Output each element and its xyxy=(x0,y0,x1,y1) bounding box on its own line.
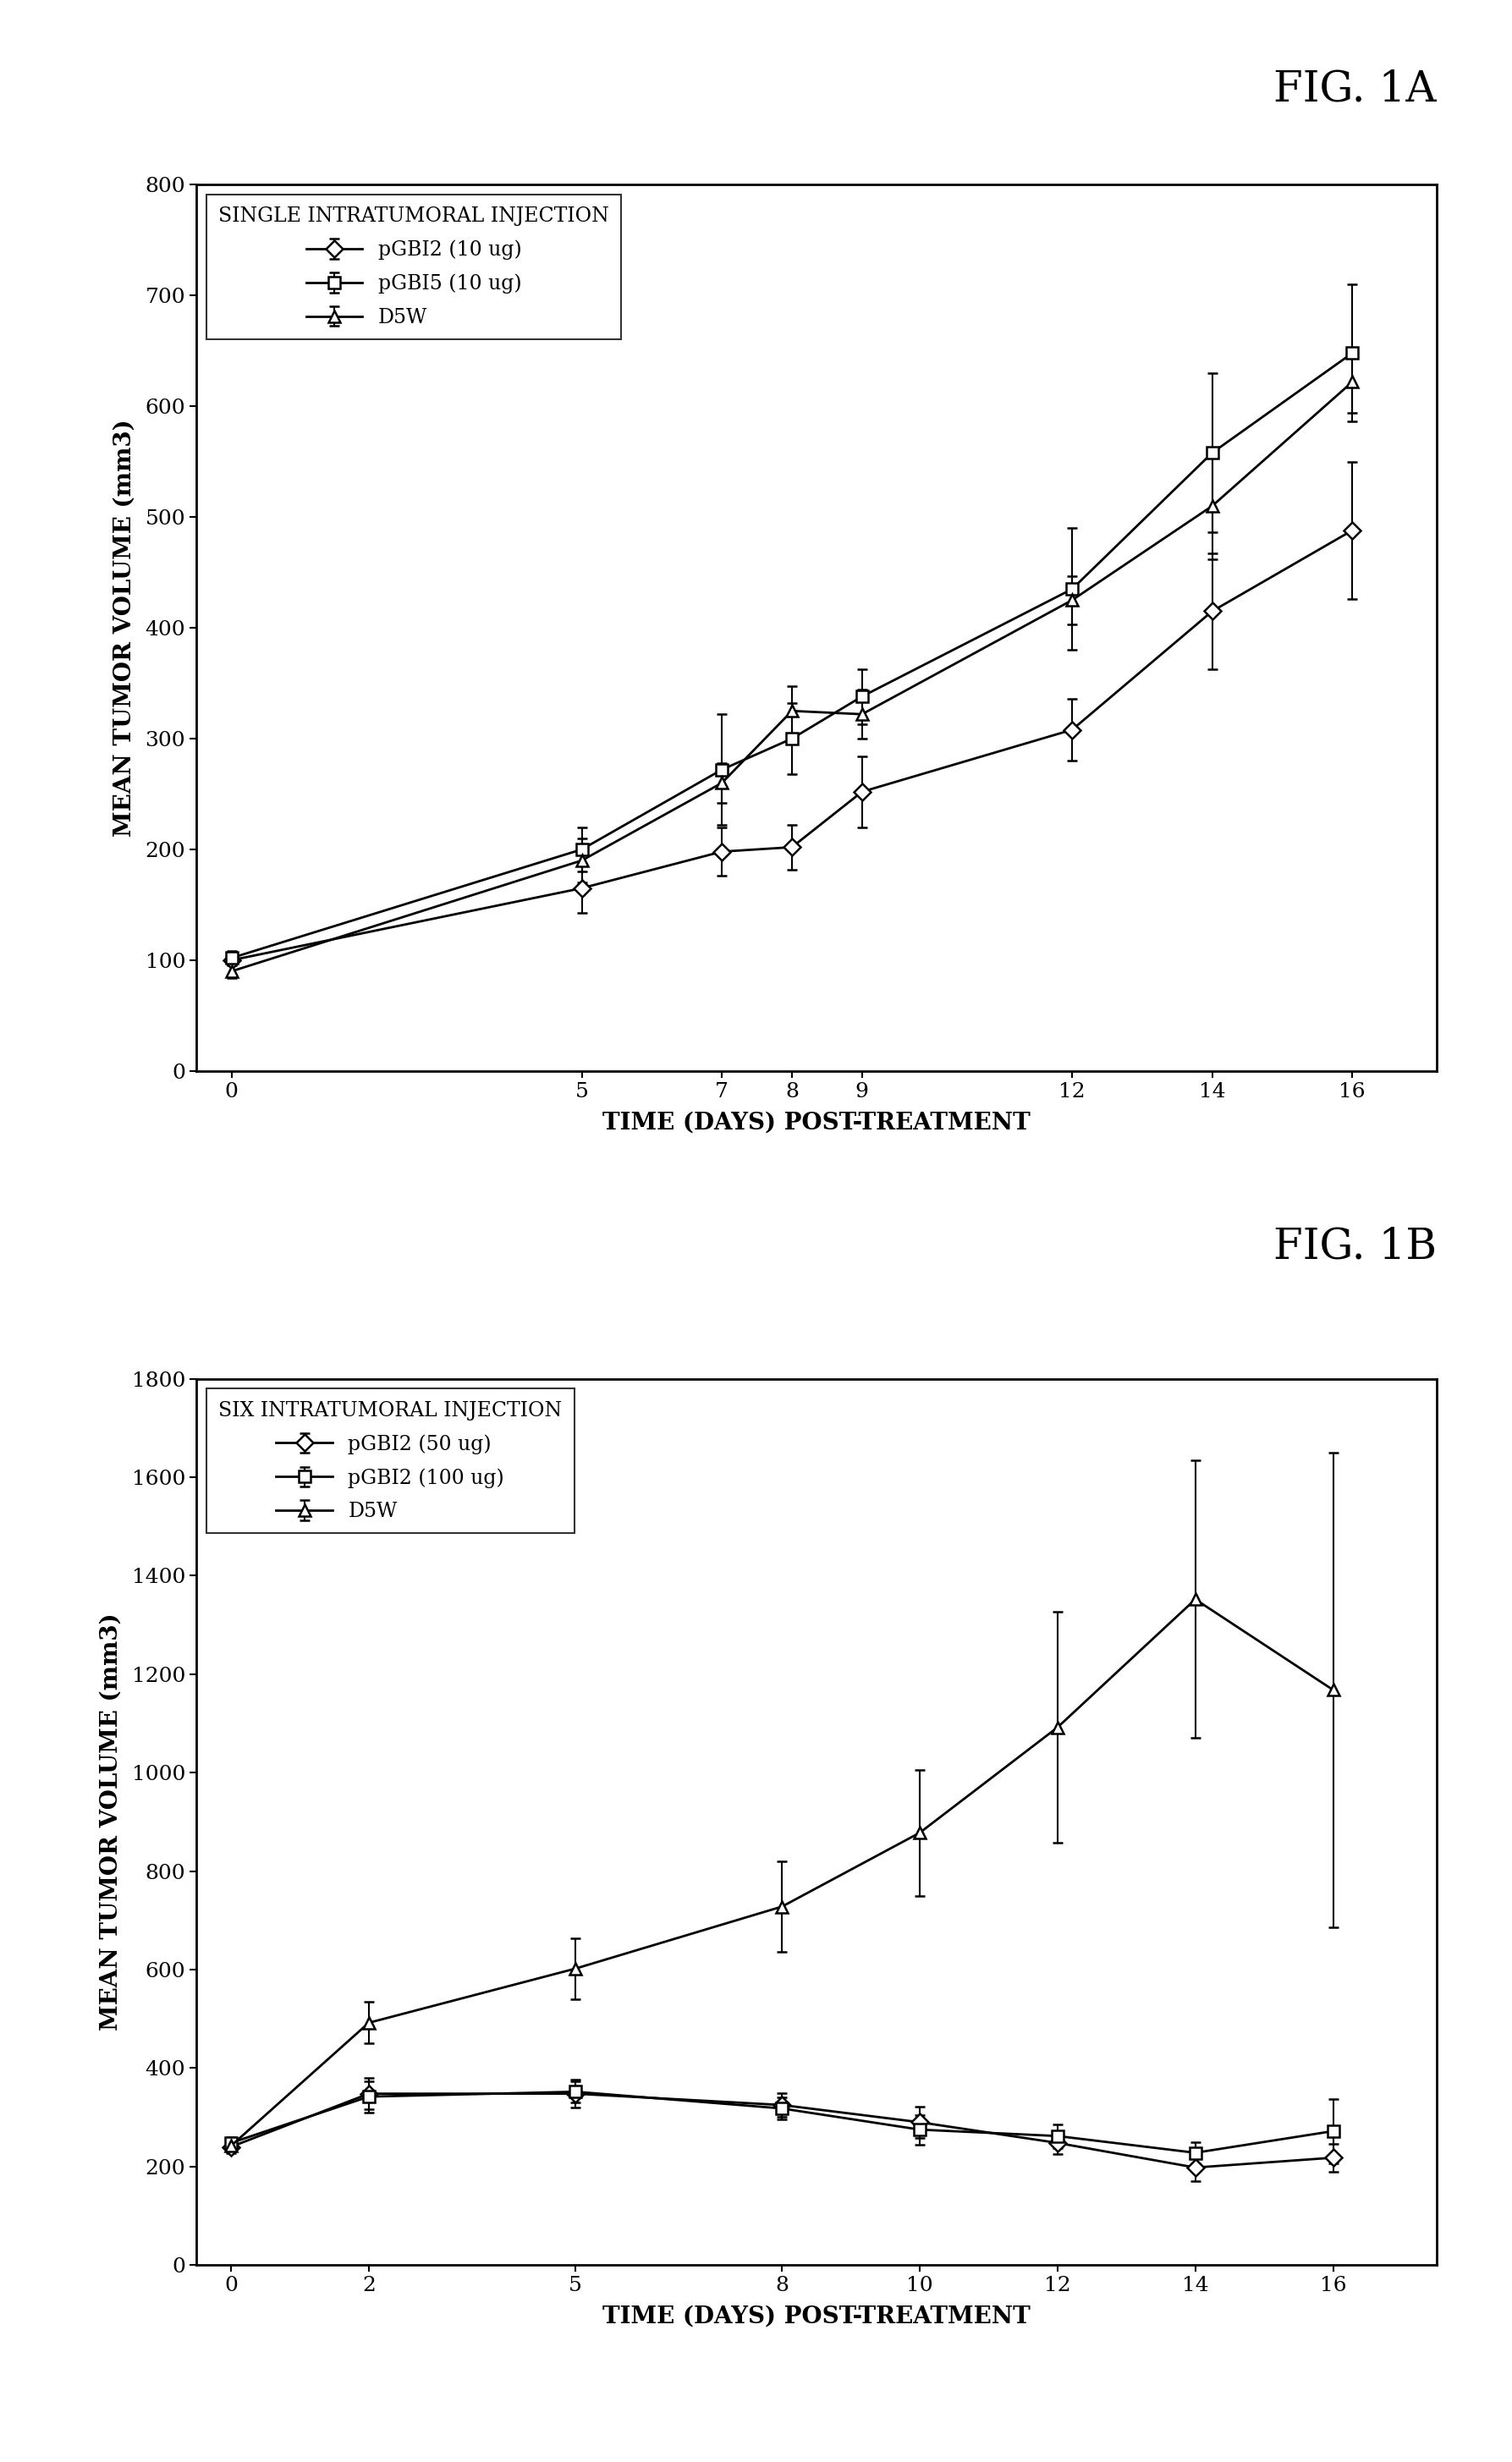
X-axis label: TIME (DAYS) POST-TREATMENT: TIME (DAYS) POST-TREATMENT xyxy=(602,1110,1031,1135)
Legend: pGBI2 (10 ug), pGBI5 (10 ug), D5W: pGBI2 (10 ug), pGBI5 (10 ug), D5W xyxy=(207,194,621,340)
Y-axis label: MEAN TUMOR VOLUME (mm3): MEAN TUMOR VOLUME (mm3) xyxy=(100,1613,122,2031)
Text: FIG. 1A: FIG. 1A xyxy=(1273,69,1436,111)
Legend: pGBI2 (50 ug), pGBI2 (100 ug), D5W: pGBI2 (50 ug), pGBI2 (100 ug), D5W xyxy=(207,1389,575,1534)
X-axis label: TIME (DAYS) POST-TREATMENT: TIME (DAYS) POST-TREATMENT xyxy=(602,2304,1031,2329)
Text: FIG. 1B: FIG. 1B xyxy=(1273,1226,1436,1268)
Y-axis label: MEAN TUMOR VOLUME (mm3): MEAN TUMOR VOLUME (mm3) xyxy=(113,419,136,837)
